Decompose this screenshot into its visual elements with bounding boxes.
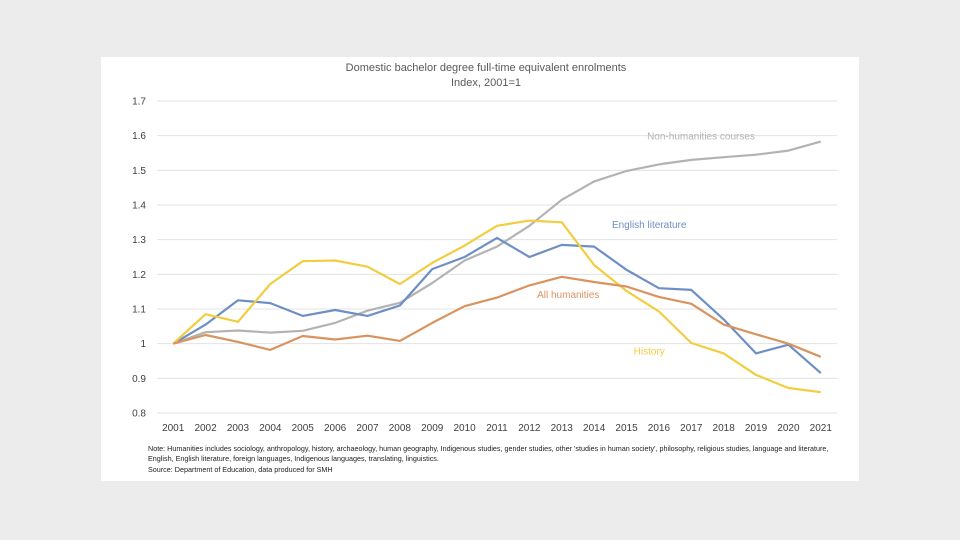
series-label-3: All humanities [537, 290, 599, 301]
series-label-0: Non-humanities courses [647, 132, 755, 143]
x-tick-label: 2005 [292, 423, 315, 434]
y-tick-label: 1.7 [132, 97, 146, 108]
series-line-3 [172, 275, 822, 358]
x-tick-label: 2012 [518, 423, 541, 434]
chart-title: Domestic bachelor degree full-time equiv… [346, 62, 627, 74]
y-tick-label: 0.8 [132, 409, 146, 420]
y-tick-label: 0.9 [132, 374, 146, 385]
x-tick-label: 2009 [421, 423, 444, 434]
x-tick-label: 2018 [713, 423, 736, 434]
x-tick-label: 2007 [356, 423, 379, 434]
chart-source: Source: Department of Education, data pr… [148, 465, 333, 474]
y-tick-label: 1.2 [132, 270, 146, 281]
x-tick-label: 2001 [162, 423, 185, 434]
x-tick-label: 2004 [259, 423, 282, 434]
x-tick-label: 2015 [615, 423, 638, 434]
x-tick-label: 2003 [227, 423, 250, 434]
x-tick-label: 2008 [389, 423, 412, 434]
series-label-1: English literature [612, 220, 687, 231]
x-tick-label: 2016 [648, 423, 671, 434]
x-tick-label: 2010 [453, 423, 476, 434]
y-tick-label: 1.6 [132, 131, 146, 142]
y-tick-label: 1.4 [132, 201, 146, 212]
x-tick-label: 2017 [680, 423, 703, 434]
x-axis: 2001 2002 2003 2004 2005 2006 2007 2008 2009 2010… [162, 423, 832, 434]
series-label-2: History [634, 347, 665, 358]
x-tick-label: 2013 [551, 423, 574, 434]
x-tick-label: 2006 [324, 423, 347, 434]
series-labels: Non-humanities courses English literature… [537, 132, 755, 358]
x-tick-label: 2014 [583, 423, 606, 434]
x-tick-label: 2002 [194, 423, 217, 434]
gridlines [157, 100, 837, 414]
y-tick-label: 1 [140, 339, 146, 350]
line-chart: Domestic bachelor degree full-time equiv… [132, 62, 837, 434]
series-line-1 [172, 236, 822, 374]
x-tick-label: 2020 [777, 423, 800, 434]
chart-card: Domestic bachelor degree full-time equiv… [101, 57, 859, 481]
chart-subtitle: Index, 2001=1 [451, 77, 521, 89]
y-axis: 1.7 1.6 1.5 1.4 1.3 1.2 1.1 1 0.9 0.8 [132, 97, 146, 420]
x-tick-label: 2019 [745, 423, 768, 434]
x-tick-label: 2011 [486, 423, 508, 434]
y-tick-label: 1.5 [132, 166, 146, 177]
series-line-0 [172, 140, 822, 345]
y-tick-label: 1.1 [132, 305, 146, 316]
series-line-2 [172, 219, 821, 394]
series-lines [172, 140, 822, 394]
x-tick-label: 2021 [810, 423, 833, 434]
y-tick-label: 1.3 [132, 235, 146, 246]
chart-note: Note: Humanities includes sociology, ant… [148, 444, 829, 463]
